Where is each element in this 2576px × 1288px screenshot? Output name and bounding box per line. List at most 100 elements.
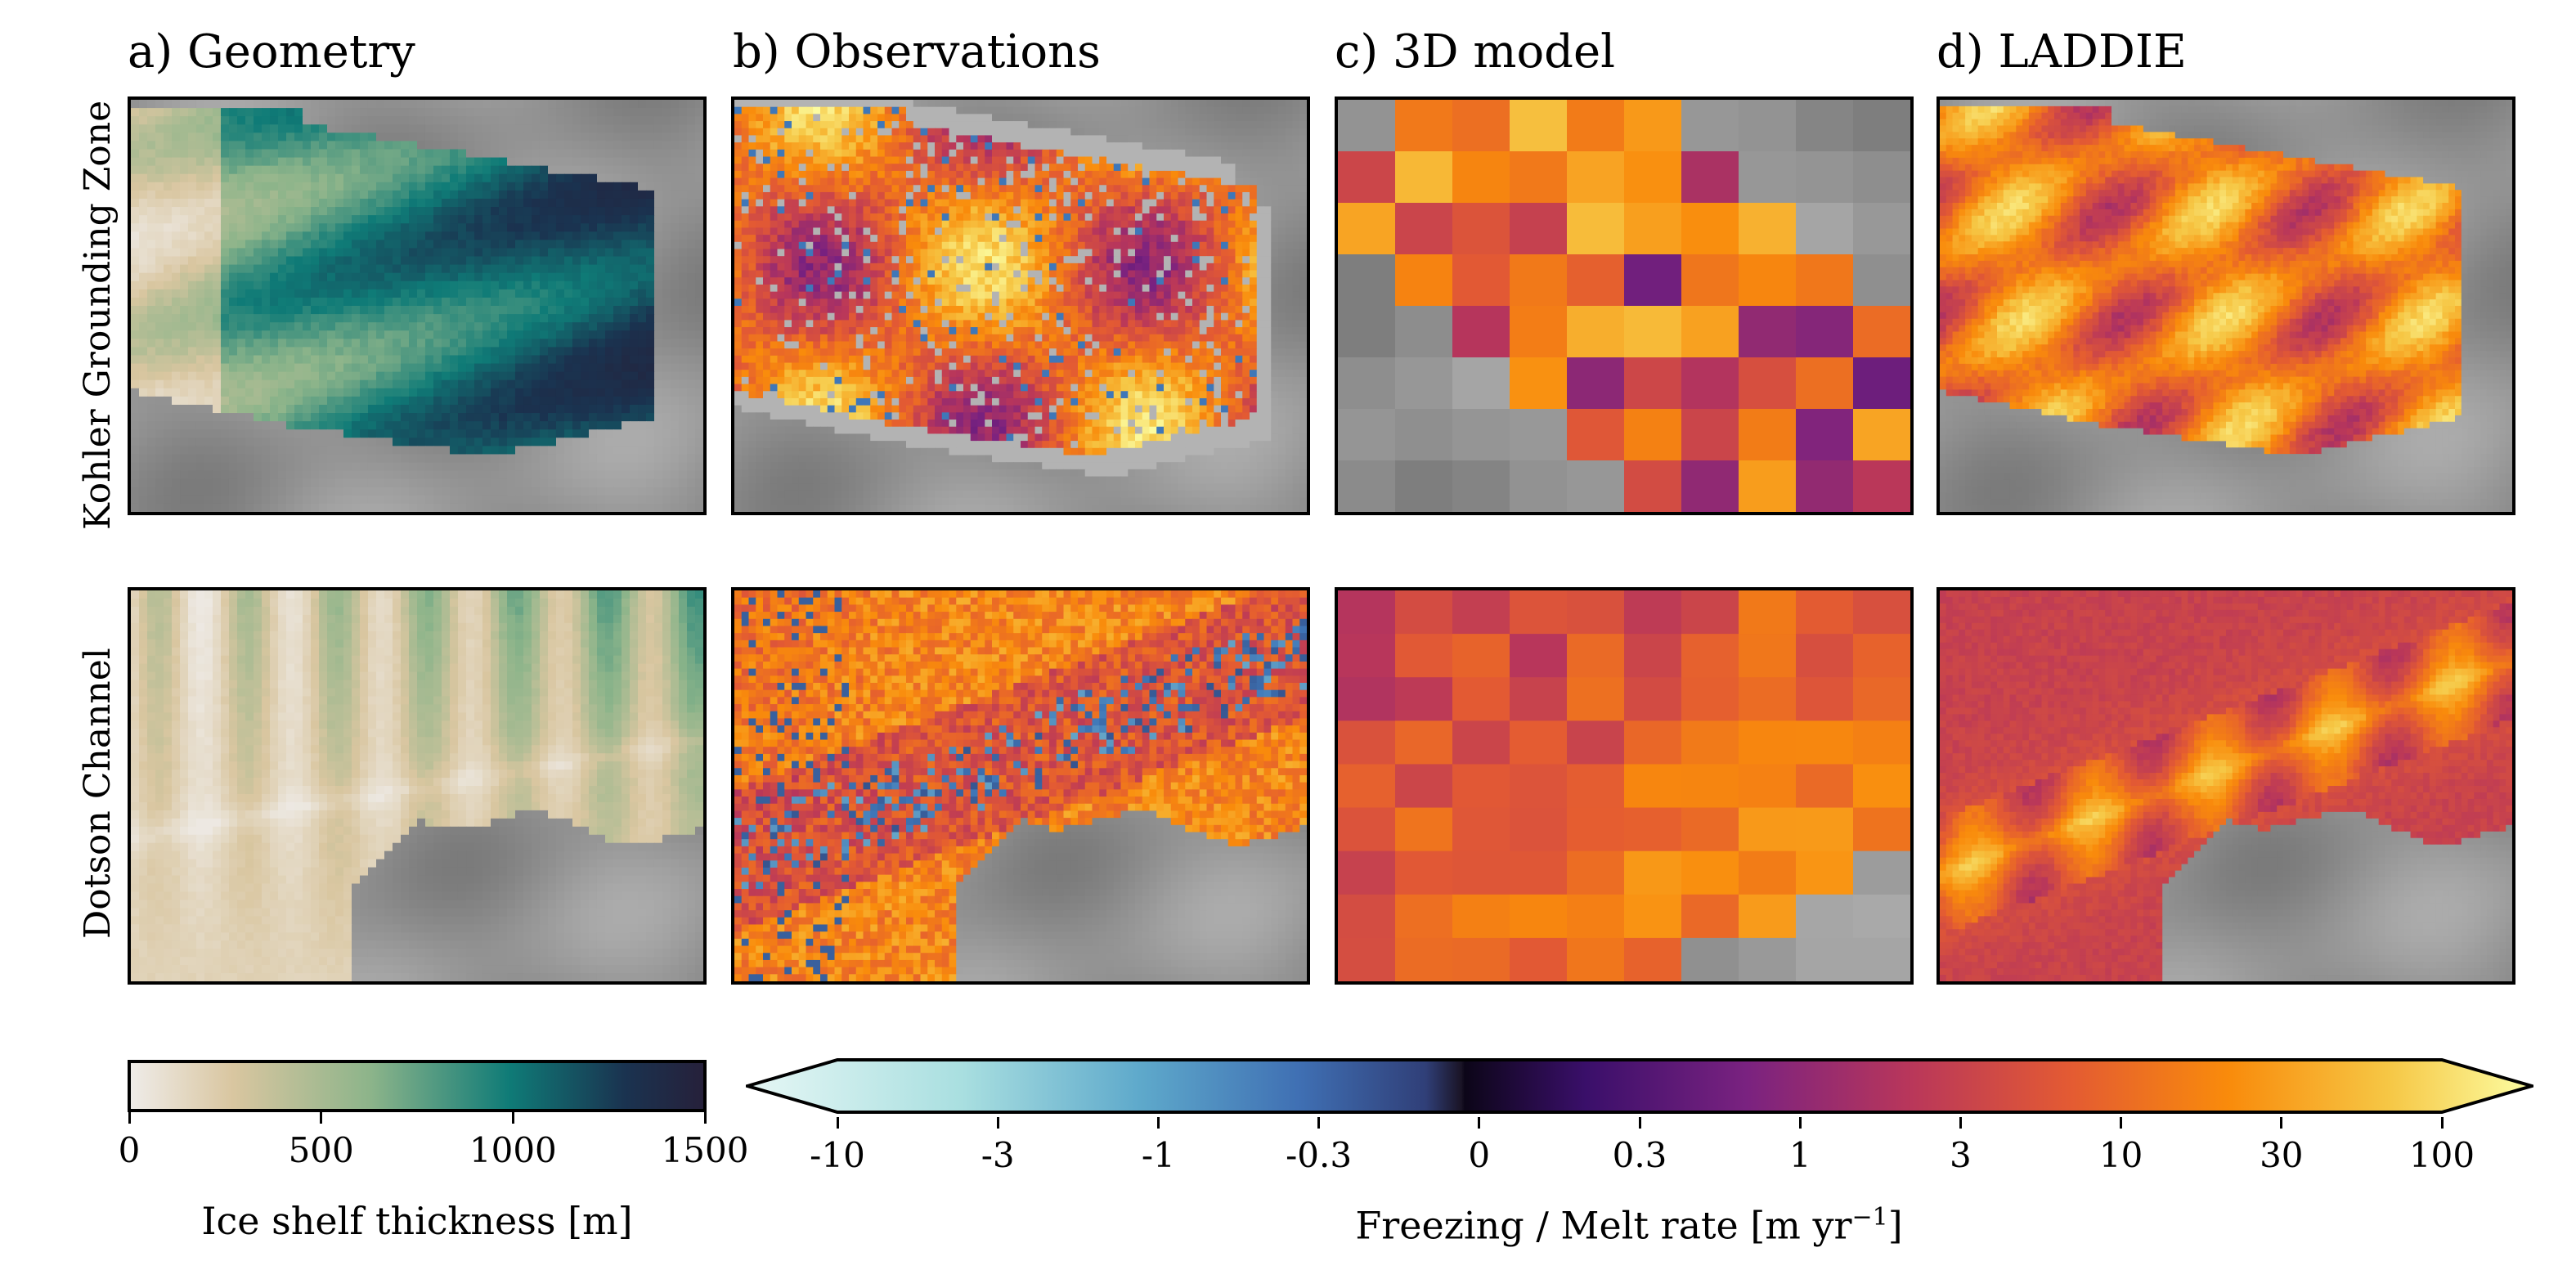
heatmap-cell [539,149,549,159]
heatmap-cell [662,314,671,323]
heatmap-cell [457,306,467,315]
heatmap-cell [1206,149,1214,158]
heatmap-cell [564,322,573,331]
heatmap-cell [310,478,320,488]
heatmap-cell [1113,142,1122,150]
heatmap-cell [228,363,238,373]
heatmap-cell [335,190,344,200]
heatmap-cell [798,142,807,150]
heatmap-cell [180,396,189,406]
heatmap-cell [1235,191,1243,200]
heatmap-cell [491,355,500,365]
heatmap-cell [734,100,743,108]
heatmap-cell [834,121,842,129]
heatmap-cell [514,124,524,133]
heatmap-cell [589,330,598,339]
heatmap-cell [927,121,936,129]
heatmap-cell [352,100,361,109]
heatmap-cell [1113,177,1122,186]
heatmap-cell [622,371,631,381]
heatmap-cell [278,280,287,290]
heatmap-cell [221,404,230,414]
heatmap-cell [877,185,886,193]
heatmap-cell [629,190,639,200]
heatmap-cell [450,190,459,200]
heatmap-cell [686,363,696,373]
heatmap-cell [138,124,148,133]
heatmap-cell [992,170,1000,179]
heatmap-cell [913,106,922,114]
heatmap-cell [653,478,663,488]
heatmap-cell [212,454,222,464]
heatmap-cell [245,478,254,488]
heatmap-cell [262,240,271,249]
heatmap-cell [212,198,222,208]
heatmap-cell [433,330,442,339]
heatmap-cell [1221,156,1229,164]
heatmap-cell [498,264,508,274]
heatmap-cell [482,487,491,496]
heatmap-cell [1149,213,1157,222]
heatmap-cell [278,100,287,109]
heatmap-cell [441,132,451,141]
heatmap-cell [1285,114,1294,122]
heatmap-cell [171,371,181,381]
heatmap-cell [294,322,303,331]
heatmap-cell [1120,142,1129,150]
heatmap-cell [741,199,750,207]
heatmap-cell [491,322,500,331]
heatmap-cell [596,223,606,232]
heatmap-cell [1056,164,1065,172]
heatmap-cell [409,132,418,141]
heatmap-cell [367,429,377,438]
heatmap-cell [335,198,344,208]
heatmap-cell [532,240,541,249]
heatmap-cell [131,182,140,191]
heatmap-cell [221,421,230,430]
heatmap-cell [613,264,622,274]
heatmap-cell [849,206,857,214]
heatmap-cell [1063,156,1071,164]
heatmap-cell [491,429,500,438]
heatmap-cell [1299,135,1307,143]
heatmap-cell [679,272,688,282]
heatmap-cell [1142,170,1151,179]
heatmap-cell [605,173,614,183]
heatmap-cell [400,379,410,389]
heatmap-cell [303,223,312,232]
heatmap-cell [147,462,156,472]
heatmap-cell [343,404,352,414]
heatmap-cell [1013,185,1021,193]
heatmap-cell [376,330,385,339]
heatmap-cell [376,280,385,290]
heatmap-cell [686,231,696,240]
heatmap-cell [539,495,549,505]
heatmap-cell [1278,142,1286,150]
heatmap-cell [1185,199,1193,207]
heatmap-cell [1178,199,1186,207]
heatmap-cell [756,185,764,193]
heatmap-cell [507,223,516,232]
heatmap-cell [523,429,532,438]
heatmap-cell [393,371,402,381]
heatmap-cell [734,177,743,186]
heatmap-cell [195,280,205,290]
heatmap-cell [180,306,189,315]
heatmap-cell [294,330,303,339]
heatmap-cell [400,371,410,381]
heatmap-cell [679,182,688,191]
heatmap-cell [450,355,459,365]
heatmap-cell [1078,177,1086,186]
heatmap-cell [294,429,303,438]
heatmap-cell [131,322,140,331]
heatmap-cell [138,503,148,512]
heatmap-cell [686,297,696,307]
heatmap-cell [409,306,418,315]
heatmap-cell [629,116,639,125]
heatmap-cell [253,314,263,323]
heatmap-cell [195,272,205,282]
heatmap-cell [1214,206,1222,214]
heatmap-cell [417,347,426,357]
heatmap-cell [638,478,647,488]
heatmap-cell [622,503,631,512]
